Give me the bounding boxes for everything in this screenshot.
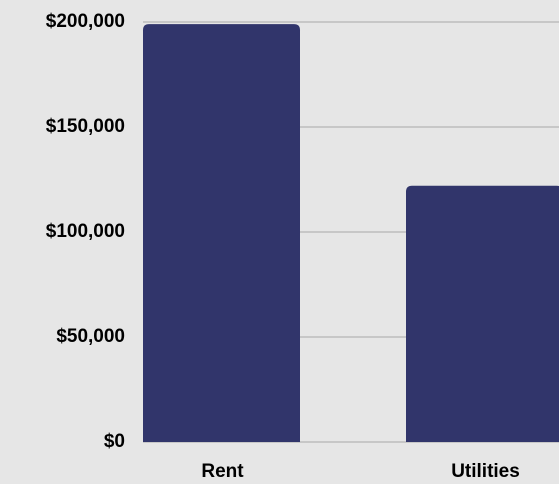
bar	[143, 24, 300, 442]
y-tick-label: $100,000	[46, 221, 125, 242]
y-tick-label: $0	[104, 431, 125, 452]
x-tick-label: Rent	[201, 461, 244, 482]
y-tick-label: $150,000	[46, 116, 125, 137]
x-tick-label: Utilities	[451, 461, 520, 482]
y-tick-label: $50,000	[56, 326, 125, 347]
bar	[406, 185, 559, 442]
y-tick-label: $200,000	[46, 11, 125, 32]
